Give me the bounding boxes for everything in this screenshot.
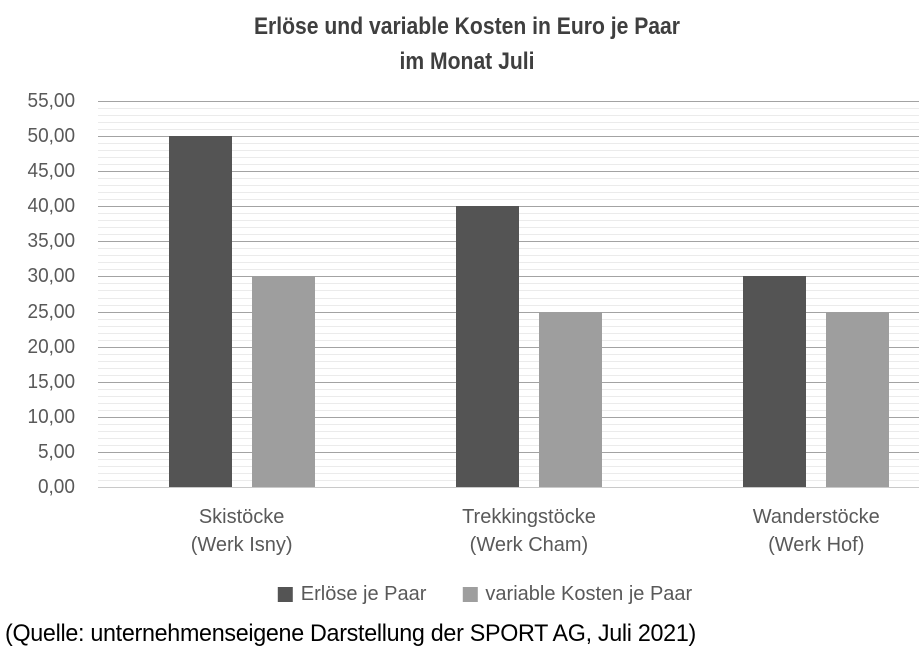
y-tick-label: 50,00 xyxy=(27,125,75,148)
category-label-line1: Trekkingstöcke xyxy=(462,506,596,528)
source-caption: (Quelle: unternehmenseigene Darstellung … xyxy=(5,620,696,647)
minor-gridline xyxy=(98,115,919,117)
minor-gridline xyxy=(98,164,919,166)
minor-gridline xyxy=(98,199,919,201)
category-label-line2: (Werk Isny) xyxy=(190,534,293,556)
y-tick-label: 0,00 xyxy=(38,476,75,498)
y-tick-label: 25,00 xyxy=(27,300,75,323)
minor-gridline xyxy=(98,192,919,194)
minor-gridline xyxy=(98,108,919,110)
category-label-line1: Wanderstöcke xyxy=(752,506,880,528)
category-label-line1: Skistöcke xyxy=(198,506,285,528)
minor-gridline xyxy=(98,129,919,131)
legend-item-variable-kosten-je-paar: variable Kosten je Paar xyxy=(462,583,692,606)
legend: Erlöse je Paar variable Kosten je Paar xyxy=(277,583,692,606)
y-tick-label: 15,00 xyxy=(27,370,75,393)
y-tick-label: 30,00 xyxy=(27,265,75,288)
chart-title-line2: im Monat Juli xyxy=(399,48,535,75)
minor-gridline xyxy=(98,143,919,145)
bar-erlöse-je-paar-trekkingstöcke xyxy=(455,206,519,487)
major-gridline xyxy=(98,171,919,173)
bar-variable-kosten-je-paar-wanderstöcke xyxy=(826,311,890,487)
minor-gridline xyxy=(98,157,919,159)
x-axis: Skistöcke (Werk Isny) Trekkingstöcke (Werk … xyxy=(0,503,923,561)
y-axis: 0,00 5,00 10,00 15,00 20,00 25,00 30,00 35,00 40… xyxy=(0,90,75,498)
chart-title-line1: Erlöse und variable Kosten in Euro je Pa… xyxy=(253,13,681,40)
y-tick-label: 40,00 xyxy=(27,195,75,218)
major-gridline xyxy=(98,136,919,138)
minor-gridline xyxy=(98,150,919,152)
minor-gridline xyxy=(98,185,919,187)
plot-area xyxy=(98,101,919,488)
category-label-line2: (Werk Hof) xyxy=(768,534,865,556)
bar-variable-kosten-je-paar-skistöcke xyxy=(251,276,315,487)
major-gridline xyxy=(98,101,919,102)
legend-swatch-variable-kosten-je-paar xyxy=(462,587,478,602)
y-tick-label: 35,00 xyxy=(27,230,75,253)
chart-title: Erlöse und variable Kosten in Euro je Pa… xyxy=(254,9,680,79)
y-tick-label: 55,00 xyxy=(27,90,75,112)
category-label-trekkingstöcke: Trekkingstöcke (Werk Cham) xyxy=(385,503,673,559)
y-tick-label: 5,00 xyxy=(38,440,75,463)
legend-label: variable Kosten je Paar xyxy=(485,583,693,605)
y-tick-label: 20,00 xyxy=(27,335,75,358)
minor-gridline xyxy=(98,122,919,124)
y-tick-label: 10,00 xyxy=(27,405,75,428)
category-label-wanderstöcke: Wanderstöcke (Werk Hof) xyxy=(672,503,923,559)
category-label-line2: (Werk Cham) xyxy=(469,534,589,556)
legend-item-erlöse-je-paar: Erlöse je Paar xyxy=(277,583,427,606)
legend-swatch-erlöse-je-paar xyxy=(277,587,293,602)
bar-erlöse-je-paar-wanderstöcke xyxy=(743,276,807,487)
category-label-skistöcke: Skistöcke (Werk Isny) xyxy=(98,503,386,559)
minor-gridline xyxy=(98,178,919,180)
y-tick-label: 45,00 xyxy=(27,160,75,183)
bar-variable-kosten-je-paar-trekkingstöcke xyxy=(538,311,602,487)
bar-erlöse-je-paar-skistöcke xyxy=(168,136,232,487)
legend-label: Erlöse je Paar xyxy=(300,583,427,605)
